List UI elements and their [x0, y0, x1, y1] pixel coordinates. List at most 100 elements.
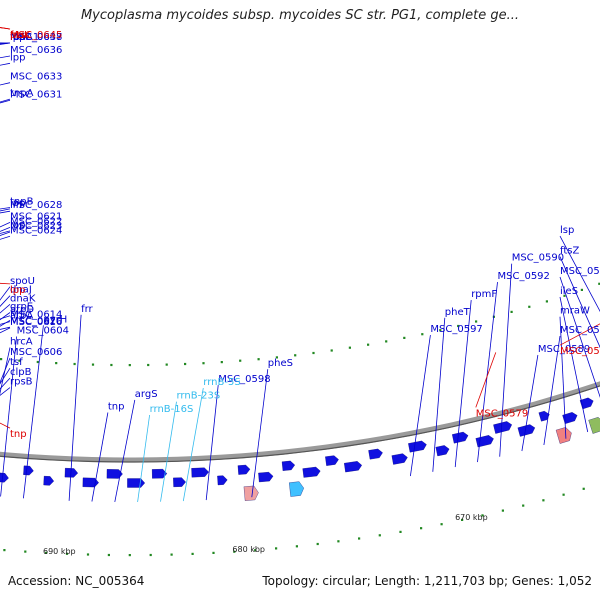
forward_labels-label: lpp: [10, 32, 25, 43]
inner-tick-dot: [330, 349, 333, 352]
tick-dot-rings: [0, 282, 600, 557]
outer-tick-dot: [24, 550, 27, 553]
reverse_labels-leader: [0, 27, 11, 30]
inner-tick-dot: [257, 358, 260, 361]
kbp-tick-labels: 760 kbp750 kbp740 kbp730 kbp720 kbp710 k…: [43, 513, 488, 556]
forward_labels-leader: [251, 369, 269, 498]
forward_labels-leader: [499, 263, 513, 457]
topology-summary: Topology: circular; Length: 1,211,703 bp…: [262, 574, 592, 588]
forward_labels-leader: [559, 296, 589, 433]
reverse_labels-leader: [559, 323, 600, 346]
forward_labels-label: MSC_0589: [538, 344, 590, 355]
forward-gene: [0, 472, 9, 483]
forward_labels-leader: [432, 317, 446, 472]
reverse_labels-leader: [0, 27, 11, 30]
forward_labels-label: dnaK: [10, 293, 36, 304]
outer-tick-dot: [170, 553, 173, 556]
label-leader-lines: [0, 27, 600, 503]
forward_labels-label: dnaJ: [10, 285, 32, 296]
forward_labels-label: hrcA: [10, 336, 33, 347]
inner-tick-dot: [421, 333, 424, 336]
forward_labels-leader: [0, 208, 11, 212]
outer-tick-dot: [420, 527, 423, 530]
forward_labels-label: MSC_0597: [430, 324, 482, 335]
forward_labels-leader: [410, 335, 431, 477]
kbp-tick-label: 690 kbp: [43, 547, 76, 556]
outer-tick-dot: [128, 554, 131, 557]
forward_labels-label: ileS: [560, 286, 578, 297]
rna-or-misc-gene: [289, 481, 304, 497]
forward_labels-label: MSC_0604: [17, 326, 69, 337]
rna-or-misc-gene: [555, 427, 572, 444]
reverse_labels-leader: [0, 282, 11, 285]
forward_labels-leader: [0, 207, 11, 210]
inner-tick-dot: [528, 305, 531, 308]
forward-gene: [217, 475, 228, 486]
inner-tick-dot: [55, 362, 58, 365]
rna_labels-leader: [182, 388, 204, 502]
forward_labels-label: MSC_0586: [560, 266, 600, 277]
forward_labels-leader: [0, 210, 11, 214]
inner-tick-dot: [91, 363, 95, 366]
forward-gene: [408, 440, 427, 453]
forward_labels-label: tnp: [108, 402, 125, 413]
inner-tick-dot: [275, 356, 278, 359]
inner-tick-dot: [202, 362, 205, 365]
forward_labels-leader: [0, 357, 11, 384]
forward_labels-leader: [205, 385, 219, 501]
inner-tick-dot: [367, 343, 370, 346]
inner-tick-dot: [18, 359, 21, 362]
outer-tick-dot: [440, 523, 443, 526]
forward_labels-label: pyrH: [43, 314, 67, 325]
forward-gene: [344, 461, 362, 473]
inner-tick-dot: [598, 282, 600, 285]
reverse_labels-label: pts: [10, 30, 25, 41]
outer-tick-dot: [522, 504, 525, 507]
genome-backbone: [0, 381, 600, 463]
forward_labels-leader: [521, 354, 539, 452]
outer-tick-dot: [295, 545, 298, 548]
forward_labels-leader: [0, 387, 11, 396]
inner-tick-dot: [580, 288, 583, 291]
reverse_labels-label: MSC_0579: [476, 408, 528, 419]
forward_labels-label: rpsB: [10, 377, 33, 388]
outer-tick-dot: [254, 549, 257, 552]
forward-gene: [435, 445, 450, 457]
outer-tick-dot: [275, 547, 278, 550]
forward_labels-label: argS: [135, 389, 158, 400]
reverse_labels-label: fruK: [10, 30, 31, 41]
forward_labels-label: frr: [81, 304, 93, 315]
outer-tick-dot: [501, 509, 504, 512]
reverse_labels-leader: [0, 27, 11, 30]
forward-gene: [23, 465, 34, 476]
forward_labels-label: clpB: [10, 367, 32, 378]
forward_labels-label: MSC_0592: [498, 271, 550, 282]
forward_labels-label: MSC_0598: [218, 374, 270, 385]
inner-tick-dot: [239, 359, 242, 362]
inner-tick-dot: [563, 294, 566, 297]
forward_labels-leader: [559, 256, 600, 349]
forward-gene: [151, 468, 168, 479]
inner-tick-dot: [439, 329, 442, 332]
outer-tick-dot: [542, 499, 545, 502]
forward_labels-label: rpmF: [471, 289, 497, 300]
forward_labels-label: MSC_0621: [10, 211, 62, 222]
forward_labels-leader: [454, 300, 472, 468]
forward_labels-label: lpp: [10, 198, 25, 209]
forward-gene: [368, 448, 383, 460]
reverse_labels-label: lpp: [10, 285, 25, 296]
gene-features: [0, 397, 600, 501]
outer-tick-dot: [233, 550, 236, 553]
forward_labels-label: lsp: [560, 225, 574, 236]
forward-gene: [43, 475, 54, 486]
outer-tick-dot: [481, 514, 484, 517]
forward_labels-label: grpE: [10, 302, 33, 313]
forward_labels-label: atpD: [10, 305, 34, 316]
forward_labels-label: MSC_0606: [10, 347, 62, 358]
forward-gene: [302, 466, 321, 478]
forward_labels-label: MSC_0631: [10, 89, 62, 100]
forward_labels-label: atpA: [10, 311, 33, 322]
inner-tick-dot: [0, 358, 3, 361]
forward-gene: [325, 455, 339, 466]
